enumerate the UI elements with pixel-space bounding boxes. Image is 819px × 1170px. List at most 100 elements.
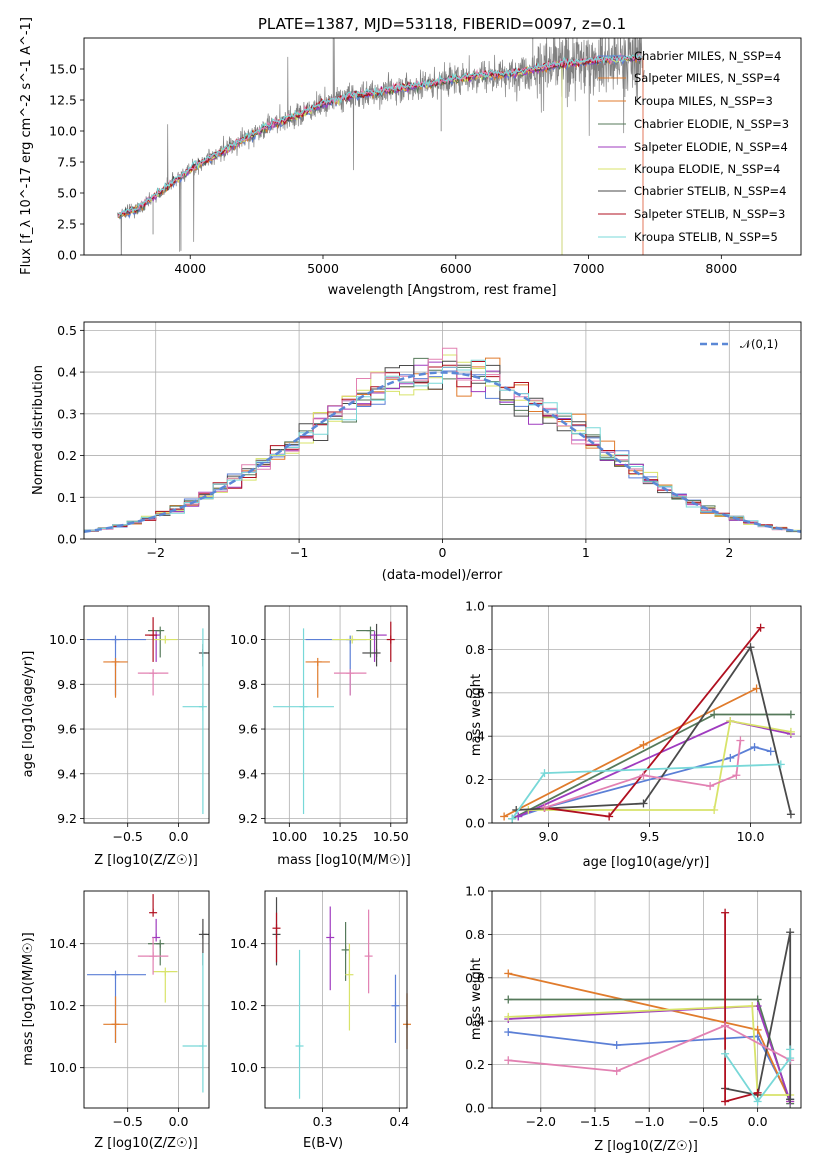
y-tick-label: 0.0 bbox=[465, 816, 485, 831]
legend-label-4: Salpeter ELODIE, N_SSP=4 bbox=[634, 140, 788, 154]
legend-label-normal: 𝒩(0,1) bbox=[740, 337, 778, 351]
y-tick-label: 0.4 bbox=[465, 729, 485, 744]
errorbar-point-cyan bbox=[182, 953, 207, 1093]
y-tick-label: 5.0 bbox=[57, 186, 77, 201]
normal-curve bbox=[83, 371, 802, 533]
errorbar-point-green bbox=[148, 626, 165, 658]
x-tick-label: 8000 bbox=[705, 261, 737, 276]
x-tick-label: 10.00 bbox=[271, 829, 307, 844]
y-tick-label: 0.0 bbox=[465, 1101, 485, 1116]
weight-line-yellow bbox=[528, 719, 792, 811]
y-tick-label: 7.5 bbox=[57, 155, 77, 170]
y-tick-label: 1.0 bbox=[465, 884, 485, 899]
age-mass-xlabel: mass [log10(M/M☉)] bbox=[277, 853, 410, 868]
axes-frame bbox=[264, 890, 408, 1109]
errorbar-point-cyan bbox=[295, 949, 304, 1099]
y-tick-label: 9.6 bbox=[238, 722, 258, 737]
legend-label-8: Kroupa STELIB, N_SSP=5 bbox=[634, 230, 778, 244]
errorbar-point-grey bbox=[198, 918, 209, 966]
weight-line-pink bbox=[508, 1024, 791, 1073]
legend-label-7: Salpeter STELIB, N_SSP=3 bbox=[634, 207, 785, 221]
y-tick-label: 2.5 bbox=[57, 217, 77, 232]
spectrum-data-line bbox=[116, 38, 645, 255]
errorbar-point-pink bbox=[364, 909, 373, 994]
y-tick-label: 10.0 bbox=[230, 1060, 258, 1075]
errorbar-point-red bbox=[386, 621, 395, 662]
errorbar-point-orange bbox=[305, 657, 330, 698]
residual-legend: 𝒩(0,1) bbox=[700, 337, 778, 351]
legend-label-0: Chabrier MILES, N_SSP=4 bbox=[634, 49, 781, 63]
y-tick-label: 1.0 bbox=[465, 599, 485, 614]
errorbar-point-grey bbox=[198, 644, 209, 667]
x-tick-label: −1 bbox=[290, 545, 308, 560]
errorbar-point-blue bbox=[391, 974, 400, 1043]
x-tick-label: −0.5 bbox=[113, 1114, 143, 1129]
x-tick-label: 0.0 bbox=[169, 829, 189, 844]
errorbar-point-yellow bbox=[153, 967, 178, 1003]
x-tick-label: 9.5 bbox=[640, 829, 660, 844]
axes-frame bbox=[83, 605, 210, 824]
x-tick-label: −2.0 bbox=[526, 1114, 556, 1129]
errorbar-point-orange bbox=[103, 996, 128, 1043]
y-tick-label: 0.8 bbox=[465, 927, 485, 942]
errorbar-point-pink bbox=[137, 937, 169, 975]
x-tick-label: −1.5 bbox=[580, 1114, 610, 1129]
histogram-pink bbox=[84, 347, 801, 532]
axes-frame bbox=[491, 890, 802, 1109]
spectrum-xlabel: wavelength [Angstrom, rest frame] bbox=[328, 283, 557, 298]
legend-label-6: Chabrier STELIB, N_SSP=4 bbox=[634, 184, 786, 198]
age-z-ylabel: age [log10(age/yr)] bbox=[21, 651, 36, 778]
y-tick-label: 0.0 bbox=[57, 532, 77, 547]
y-tick-label: 0.4 bbox=[57, 365, 77, 380]
x-tick-label: 4000 bbox=[174, 261, 206, 276]
weight-age-ylabel: mass weight bbox=[469, 674, 484, 756]
y-tick-label: 0.0 bbox=[57, 248, 77, 263]
y-tick-label: 10.2 bbox=[49, 998, 77, 1013]
y-tick-label: 10.4 bbox=[49, 936, 77, 951]
weight-age-xlabel: age [log10(age/yr)] bbox=[583, 855, 710, 870]
errorbar-point-blue bbox=[87, 970, 146, 1043]
x-tick-label: 0.0 bbox=[748, 1114, 768, 1129]
x-tick-label: 5000 bbox=[307, 261, 339, 276]
y-tick-label: 10.0 bbox=[49, 632, 77, 647]
y-tick-label: 0.4 bbox=[465, 1014, 485, 1029]
weight-line-grey bbox=[516, 645, 792, 815]
x-tick-label: 0.4 bbox=[389, 1114, 409, 1129]
x-tick-label: −2 bbox=[146, 545, 164, 560]
weight-line-cyan bbox=[724, 1049, 792, 1104]
x-tick-label: 1 bbox=[582, 545, 590, 560]
axes-frame bbox=[491, 605, 802, 824]
errorbar-point-red bbox=[272, 912, 281, 963]
spectrum-title: PLATE=1387, MJD=53118, FIBERID=0097, z=0… bbox=[258, 15, 626, 33]
errorbar-point-orange bbox=[103, 657, 128, 698]
histogram-cyan bbox=[84, 359, 801, 532]
axes-frame bbox=[83, 321, 802, 540]
weight-line-green bbox=[511, 713, 791, 820]
data-layer bbox=[83, 38, 802, 1108]
errorbar-point-red bbox=[149, 894, 158, 917]
errorbar-point-pink bbox=[137, 669, 169, 696]
spectrum-ylabel: Flux [f_λ 10^-17 erg cm^-2 s^-1 A^-1] bbox=[19, 17, 34, 275]
y-tick-label: 9.8 bbox=[57, 677, 77, 692]
axes-layer: 4000 5000 6000 7000 80000.02.55.07.510.012.5… bbox=[49, 37, 802, 1129]
age-z-xlabel: Z [log10(Z/Z☉)] bbox=[94, 853, 198, 868]
residual-ylabel: Normed distribution bbox=[31, 365, 46, 495]
weight-line-grey bbox=[724, 932, 792, 1100]
errorbar-point-blue bbox=[87, 635, 146, 696]
x-tick-label: −0.5 bbox=[688, 1114, 718, 1129]
errorbar-point-pink bbox=[333, 669, 367, 696]
x-tick-label: 10.50 bbox=[373, 829, 409, 844]
axes-frame bbox=[264, 605, 408, 824]
errorbar-point-yellow bbox=[153, 635, 178, 644]
y-tick-label: 10.4 bbox=[230, 936, 258, 951]
weight-line-yellow bbox=[508, 1005, 791, 1096]
residual-xlabel: (data-model)/error bbox=[382, 568, 503, 583]
errorbar-point-blue bbox=[305, 635, 367, 696]
x-tick-label: −0.5 bbox=[113, 829, 143, 844]
errorbar-point-red bbox=[144, 617, 158, 662]
y-tick-label: 9.4 bbox=[238, 766, 258, 781]
mass-z-xlabel: Z [log10(Z/Z☉)] bbox=[94, 1136, 198, 1151]
y-tick-label: 0.6 bbox=[465, 685, 485, 700]
errorbar-point-green bbox=[341, 922, 350, 981]
